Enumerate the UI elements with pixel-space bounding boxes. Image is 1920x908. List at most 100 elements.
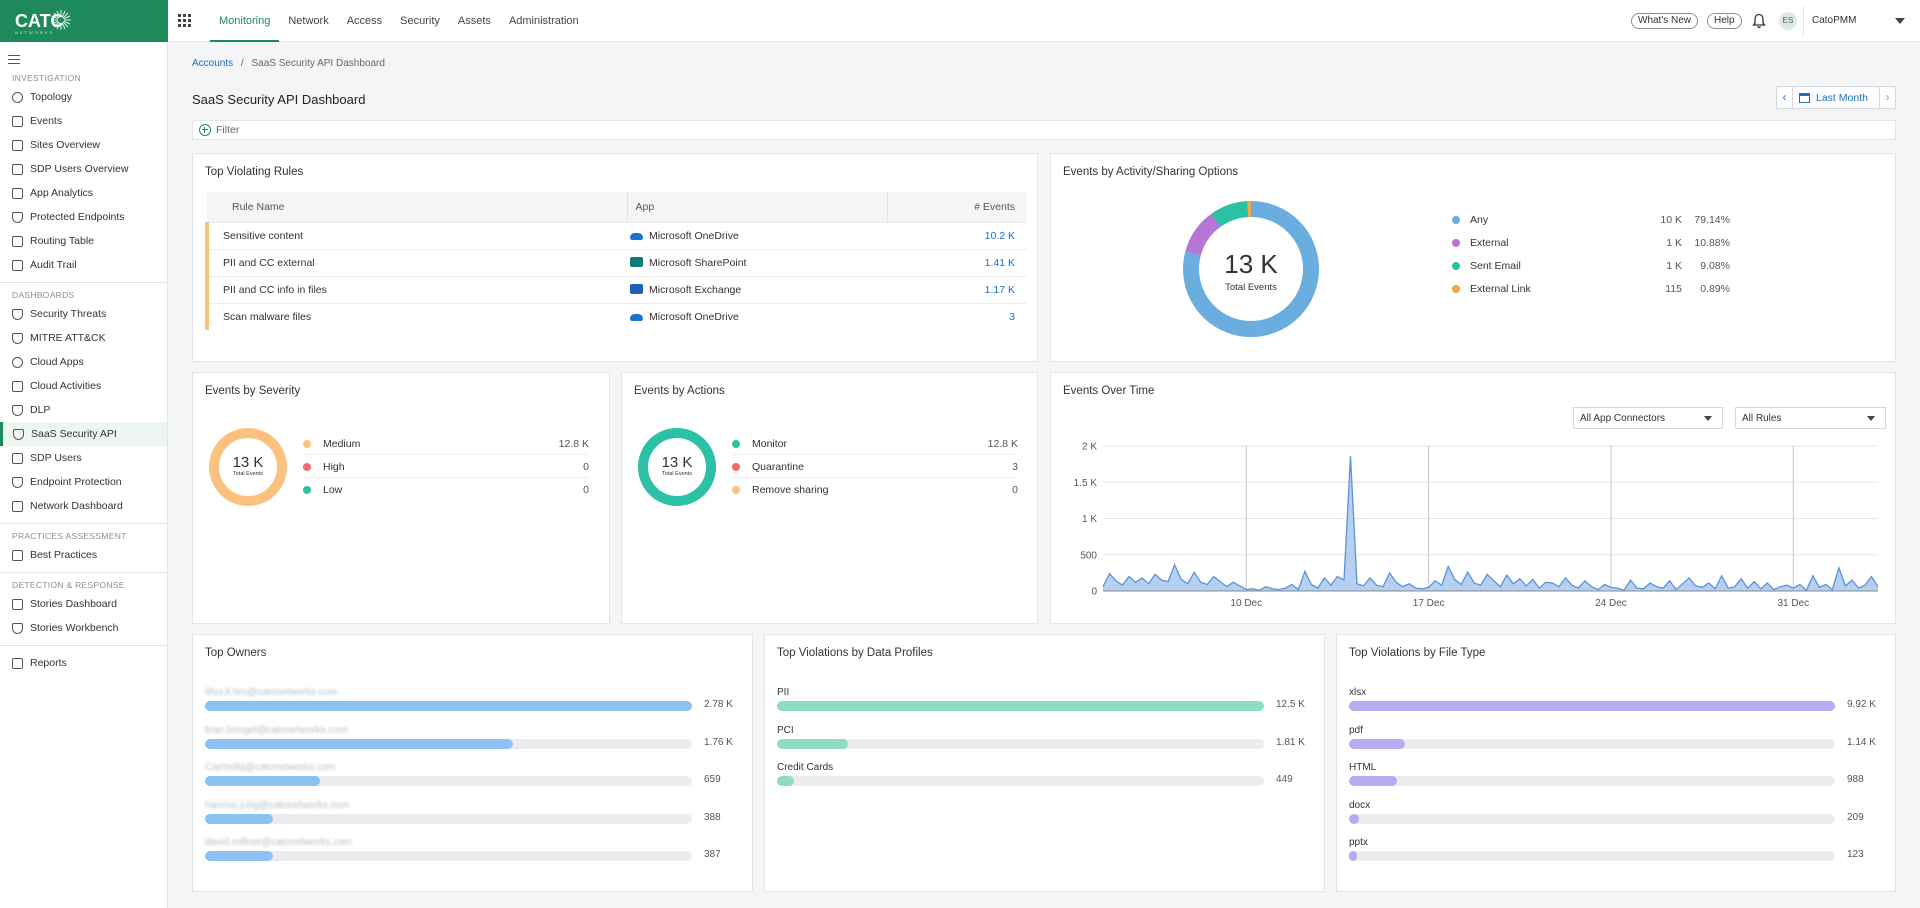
sidebar-item-app-analytics[interactable]: App Analytics (0, 181, 167, 205)
col-rule-name[interactable]: Rule Name (207, 192, 627, 222)
sidebar-item-mitre-att-ck[interactable]: MITRE ATT&CK (0, 326, 167, 350)
top-owners-card: Top Owners lihui.li.hm@catonetworks.com 2… (192, 634, 753, 892)
sidebar-item-sdp-users-overview[interactable]: SDP Users Overview (0, 157, 167, 181)
bar-value: 988 (1847, 774, 1864, 785)
legend-item[interactable]: Quarantine 3 (732, 456, 1018, 478)
legend-item[interactable]: Sent Email 1 K 9.08% (1452, 259, 1752, 273)
sidebar-item-sites-overview[interactable]: Sites Overview (0, 133, 167, 157)
actions-donut-center: 13 K Total Events (637, 454, 717, 477)
bar-item[interactable]: PII 12.5 K (777, 687, 1344, 713)
bar-fill (1349, 701, 1835, 711)
tab-monitoring[interactable]: Monitoring (210, 0, 280, 42)
whats-new-button[interactable]: What's New (1631, 13, 1699, 29)
sidebar-item-security-threats[interactable]: Security Threats (0, 302, 167, 326)
table-row[interactable]: Sensitive content Microsoft OneDrive 10.2 … (205, 221, 1027, 249)
sidebar-item-label: Audit Trail (30, 259, 77, 271)
legend-item[interactable]: Medium 12.8 K (303, 433, 589, 455)
bar-fill (1349, 738, 1405, 749)
sidebar-item-routing-table[interactable]: Routing Table (0, 229, 167, 253)
events-count-link[interactable]: 10.2 K (887, 221, 1027, 249)
add-filter-plus-icon[interactable] (199, 124, 211, 136)
bar-item[interactable]: docx 209 (1349, 800, 1915, 826)
series-line[interactable] (1102, 456, 1879, 592)
date-next-chevron-right-icon[interactable]: › (1879, 87, 1895, 108)
bar-item[interactable]: HTML 988 (1349, 762, 1915, 788)
bar-item[interactable]: Credit Cards 449 (777, 762, 1344, 788)
legend-item[interactable]: External Link 115 0.89% (1452, 282, 1752, 296)
legend-item[interactable]: Monitor 12.8 K (732, 433, 1018, 455)
app-grid-icon[interactable] (178, 14, 191, 27)
date-range-picker[interactable]: Last Month (1793, 87, 1879, 108)
bar-item[interactable]: david.millner@catonetworks.com 387 (205, 837, 772, 863)
sidebar-item-sdp-users[interactable]: SDP Users (0, 446, 167, 470)
sidebar-item-cloud-apps[interactable]: Cloud Apps (0, 350, 167, 374)
sidebar-item-stories-dashboard[interactable]: Stories Dashboard (0, 592, 167, 616)
legend-item[interactable]: Low 0 (303, 479, 589, 501)
table-row[interactable]: Scan malware files Microsoft OneDrive 3 (205, 302, 1027, 330)
bar-item[interactable]: pdf 1.14 K (1349, 725, 1915, 751)
rules-select[interactable]: All Rules (1735, 407, 1886, 429)
events-count-link[interactable]: 3 (887, 302, 1027, 330)
legend-item[interactable]: External 1 K 10.88% (1452, 236, 1752, 250)
page-title: SaaS Security API Dashboard (192, 92, 366, 107)
table-row[interactable]: PII and CC external Microsoft SharePoint 1… (205, 248, 1027, 276)
sidebar-item-reports[interactable]: Reports (0, 651, 167, 675)
user-avatar[interactable]: ES (1779, 12, 1797, 30)
tab-security[interactable]: Security (400, 15, 440, 27)
breadcrumb-separator: / (240, 58, 244, 69)
sidebar-item-topology[interactable]: Topology (0, 85, 167, 109)
app-connectors-select[interactable]: All App Connectors (1573, 407, 1723, 429)
logo-burst-icon (51, 10, 71, 30)
chevron-down-icon (1867, 416, 1875, 421)
x-tick-label: 10 Dec (1230, 598, 1262, 609)
bar-item[interactable]: PCI 1.81 K (777, 725, 1344, 751)
legend-item[interactable]: Any 10 K 79.14% (1452, 213, 1752, 227)
tab-assets[interactable]: Assets (457, 15, 491, 27)
tab-administration[interactable]: Administration (508, 15, 579, 27)
bar-track (1349, 701, 1835, 711)
user-name[interactable]: CatoPMM (1812, 15, 1857, 26)
sidebar-item-cloud-activities[interactable]: Cloud Activities (0, 374, 167, 398)
col-events[interactable]: # Events (886, 192, 1027, 222)
sidebar-item-protected-endpoints[interactable]: Protected Endpoints (0, 205, 167, 229)
bar-item[interactable]: pptx 123 (1349, 837, 1915, 863)
user-menu-chevron-down-icon[interactable] (1895, 18, 1905, 24)
sidebar-item-label: Events (30, 115, 63, 127)
bar-item[interactable]: lihui.li.hm@catonetworks.com 2.78 K (205, 687, 772, 713)
bar-item[interactable]: xlsx 9.92 K (1349, 687, 1915, 713)
events-count-link[interactable]: 1.17 K (887, 275, 1027, 303)
sidebar-item-audit-trail[interactable]: Audit Trail (0, 253, 167, 277)
hamburger-menu-icon[interactable] (8, 55, 20, 64)
help-button[interactable]: Help (1707, 13, 1742, 29)
bar-item[interactable]: Carmella@catonetworks.com 659 (205, 762, 772, 788)
breadcrumb-accounts-link[interactable]: Accounts (192, 58, 234, 69)
tab-access[interactable]: Access (346, 15, 383, 27)
donut-slice-external-link[interactable] (1183, 201, 1319, 337)
legend-dot (303, 462, 311, 471)
sharepoint-icon (630, 256, 643, 267)
security-threats-icon (12, 308, 23, 320)
bar-label: docx (1349, 799, 1371, 811)
cato-logo[interactable]: CATO NETWORKS (0, 0, 168, 42)
legend-item[interactable]: High 0 (303, 456, 589, 478)
sidebar-item-stories-workbench[interactable]: Stories Workbench (0, 616, 167, 640)
app-name: Microsoft OneDrive (649, 229, 739, 242)
sidebar-item-best-practices[interactable]: Best Practices (0, 543, 167, 567)
sidebar-item-endpoint-protection[interactable]: Endpoint Protection (0, 470, 167, 494)
table-row[interactable]: PII and CC info in files Microsoft Exchan… (205, 275, 1027, 303)
legend-item[interactable]: Remove sharing 0 (732, 479, 1018, 501)
sidebar-item-dlp[interactable]: DLP (0, 398, 167, 422)
tab-network[interactable]: Network (288, 15, 329, 27)
date-prev-chevron-left-icon[interactable]: ‹ (1777, 87, 1793, 108)
sidebar-item-saas-security-api[interactable]: SaaS Security API (0, 422, 167, 446)
sidebar-item-events[interactable]: Events (0, 109, 167, 133)
bar-item[interactable]: hannuy.jung@catonetworks.com 388 (205, 800, 772, 826)
bell-icon[interactable] (1752, 13, 1766, 29)
filter-bar[interactable]: Filter (192, 120, 1896, 140)
bar-item[interactable]: liran.bringel@catonetworks.com 1.76 K (205, 725, 772, 751)
app-name: Microsoft OneDrive (649, 310, 739, 323)
events-count-link[interactable]: 1.41 K (887, 248, 1027, 276)
top-violations-filetype-card: Top Violations by File Type xlsx 9.92 K pd… (1336, 634, 1896, 892)
sidebar-item-network-dashboard[interactable]: Network Dashboard (0, 494, 167, 518)
col-app[interactable]: App (626, 192, 887, 222)
